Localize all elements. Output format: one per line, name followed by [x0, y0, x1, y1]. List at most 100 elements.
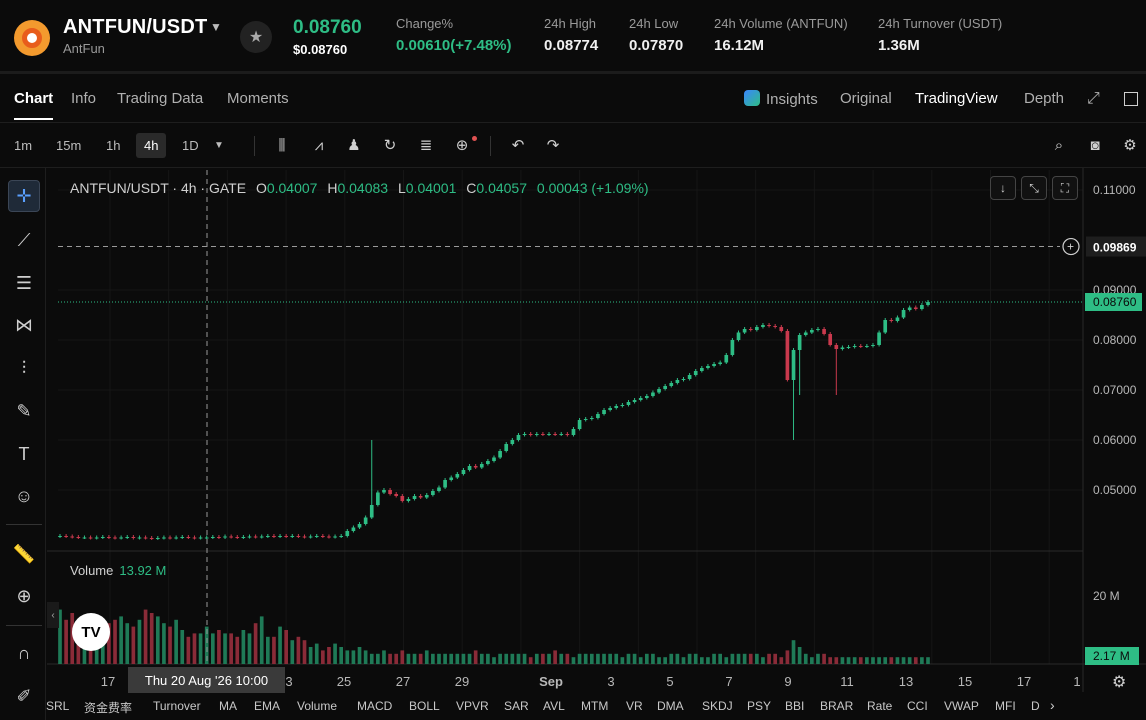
projection-tool-icon[interactable]: ⫶ — [21, 357, 27, 378]
tab-insights[interactable]: Insights — [744, 90, 818, 108]
indicator-shortcut[interactable]: DMA — [657, 699, 684, 713]
indicator-shortcut[interactable]: 资金费率 — [84, 701, 133, 715]
indicator-shortcut[interactable]: Turnover — [153, 699, 201, 713]
volume-bar — [296, 636, 301, 664]
volume-bar — [828, 657, 833, 664]
volume-bar — [284, 630, 289, 664]
replay-icon[interactable]: ↻ — [383, 137, 397, 154]
pair-name[interactable]: ANTFUN/USDT — [63, 16, 208, 38]
maximize-icon[interactable]: ⛶ — [1052, 176, 1078, 200]
text-tool-icon[interactable]: T — [18, 443, 30, 464]
add-alert-plus-icon[interactable] — [1062, 237, 1080, 256]
emoji-tool-icon[interactable]: ☺ — [14, 485, 34, 506]
undo-icon[interactable]: ↶ — [511, 137, 525, 154]
fib-tool-icon[interactable]: ☰ — [15, 272, 33, 293]
indicator-shortcut[interactable]: PSY — [747, 699, 772, 713]
indicator-shortcut[interactable]: D — [1031, 699, 1040, 713]
lock-drawings-icon[interactable]: ✐ — [16, 685, 32, 706]
stat-label: 24h Volume (ANTFUN) — [714, 16, 848, 31]
trendline-tool-icon[interactable]: ⟋ — [17, 229, 31, 250]
indicator-shortcut[interactable]: EMA — [254, 699, 281, 713]
tab-chart[interactable]: Chart — [14, 90, 54, 120]
indicator-shortcut[interactable]: Rate — [867, 699, 893, 713]
indicator-shortcut[interactable]: Volume — [297, 699, 338, 713]
tab-trading-data[interactable]: Trading Data — [117, 90, 204, 107]
timeframe-1h[interactable]: 1h — [106, 138, 121, 153]
tab-depth[interactable]: Depth — [1024, 90, 1065, 107]
collapse-icon[interactable]: ⤡ — [1021, 176, 1047, 200]
volume-bar — [198, 633, 203, 664]
favorite-star-icon[interactable]: ★ — [240, 21, 272, 53]
candle — [638, 398, 643, 400]
candle — [712, 364, 716, 366]
indicator-scroll-right-icon[interactable]: › — [1050, 697, 1055, 713]
stat-label: 24h Low — [629, 16, 679, 31]
indicator-shortcut[interactable]: MTM — [581, 699, 609, 713]
view-tabs: Chart Info Trading Data Moments Insights… — [0, 77, 1146, 123]
timeframe-more-icon[interactable]: ▼ — [214, 140, 224, 151]
search-icon[interactable]: ⌕ — [1054, 137, 1064, 154]
camera-icon[interactable]: ◙ — [1090, 137, 1100, 154]
candle — [834, 345, 839, 349]
candle-type-icon[interactable]: ⫼ — [278, 137, 286, 154]
volume-bar — [748, 653, 753, 664]
settings-gear-icon[interactable]: ⚙ — [1123, 137, 1137, 154]
redo-icon[interactable]: ↷ — [546, 137, 560, 154]
candle — [143, 537, 148, 539]
ruler-tool-icon[interactable]: 📏 — [12, 543, 36, 564]
candle — [321, 536, 325, 537]
axis-settings-icon[interactable]: ⚙ — [1112, 674, 1127, 691]
candle — [858, 346, 863, 347]
indicator-shortcut[interactable]: VWAP — [944, 699, 979, 713]
volume-bar — [58, 609, 62, 664]
indicator-shortcut[interactable]: BBI — [785, 699, 805, 713]
volume-bar — [437, 653, 441, 664]
candle — [296, 536, 301, 537]
tab-original[interactable]: Original — [840, 90, 892, 107]
indicator-shortcut[interactable]: BOLL — [409, 699, 440, 713]
indicator-shortcut[interactable]: SRL — [46, 699, 70, 713]
candle — [608, 408, 612, 410]
magnet-tool-icon[interactable]: ∩ — [17, 642, 31, 663]
tab-moments[interactable]: Moments — [227, 90, 289, 107]
volume-bar — [718, 653, 723, 664]
indicator-shortcut[interactable]: VR — [626, 699, 643, 713]
indicators-icon[interactable]: ⩘ — [314, 137, 324, 154]
timeframe-15m[interactable]: 15m — [56, 138, 82, 153]
indicator-shortcut[interactable]: MFI — [995, 699, 1016, 713]
timeframe-1d[interactable]: 1D — [182, 138, 199, 153]
crosshair-tool-icon[interactable]: ✛ — [8, 180, 40, 212]
fullscreen-icon[interactable] — [1124, 92, 1138, 106]
brush-tool-icon[interactable]: ✎ — [16, 400, 32, 421]
indicator-shortcut[interactable]: MA — [219, 699, 237, 713]
indicator-shortcut[interactable]: MACD — [357, 699, 393, 713]
indicator-shortcut[interactable]: BRAR — [820, 699, 854, 713]
candle — [443, 480, 447, 488]
add-indicator-icon[interactable]: ⊕ — [455, 137, 469, 154]
indicator-shortcut[interactable]: AVL — [543, 699, 565, 713]
candle — [174, 537, 178, 539]
candle — [479, 464, 484, 468]
pattern-tool-icon[interactable]: ⋈ — [15, 314, 33, 335]
collapse-pane-icon[interactable]: ‹ — [47, 602, 59, 628]
volume-bar — [253, 623, 258, 664]
indicator-shortcut[interactable]: SAR — [504, 699, 529, 713]
tab-tradingview[interactable]: TradingView — [915, 90, 998, 107]
scroll-down-icon[interactable]: ↓ — [990, 176, 1016, 200]
price-tick-label: 0.07000 — [1093, 383, 1137, 397]
indicator-shortcut[interactable]: SKDJ — [702, 699, 733, 713]
zoom-in-tool-icon[interactable]: ⊕ — [16, 585, 32, 606]
timeframe-4h[interactable]: 4h — [136, 133, 167, 158]
candle — [510, 440, 515, 444]
indicator-shortcut[interactable]: VPVR — [456, 699, 489, 713]
candle — [541, 434, 545, 435]
price-tick-label: 0.05000 — [1093, 483, 1137, 497]
templates-icon[interactable]: ≣ — [419, 137, 433, 154]
indicator-shortcut[interactable]: CCI — [907, 699, 928, 713]
alert-icon[interactable]: ♟ — [347, 137, 361, 154]
timeframe-1m[interactable]: 1m — [14, 138, 33, 153]
pair-dropdown-icon[interactable]: ▼ — [210, 20, 222, 34]
tab-info[interactable]: Info — [71, 90, 97, 107]
expand-icon[interactable]: ⤢ — [1087, 90, 1100, 107]
